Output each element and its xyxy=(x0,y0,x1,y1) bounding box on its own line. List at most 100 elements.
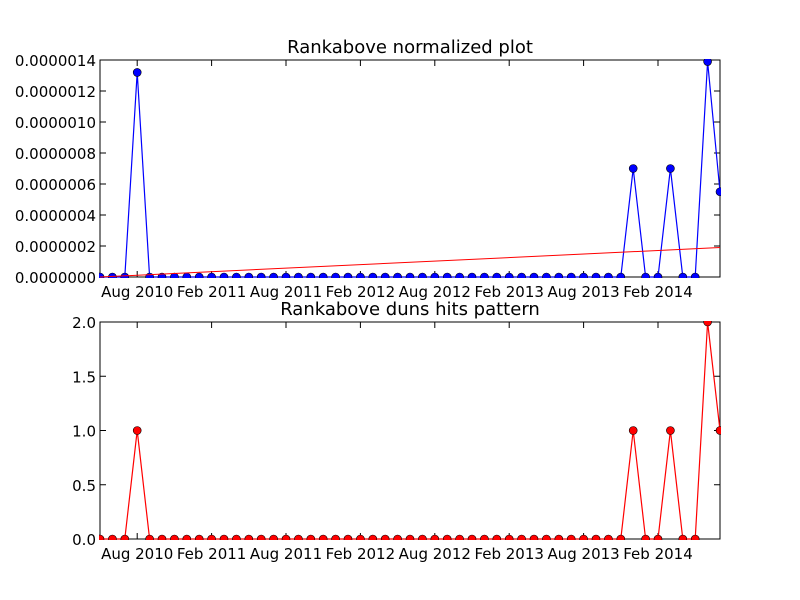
data-point xyxy=(566,534,576,540)
data-point xyxy=(492,534,502,540)
data-point xyxy=(120,272,130,278)
plot-frame xyxy=(99,321,721,540)
data-point xyxy=(554,272,564,278)
data-point xyxy=(368,534,378,540)
data-point xyxy=(579,534,588,540)
trend-line xyxy=(99,247,721,278)
data-point xyxy=(690,534,700,540)
data-point xyxy=(591,534,601,540)
data-point xyxy=(641,272,650,278)
x-tick-label: Feb 2014 xyxy=(623,283,693,301)
x-tick-label: Aug 2012 xyxy=(399,283,471,301)
data-point xyxy=(418,534,427,540)
data-point xyxy=(690,272,700,278)
data-point xyxy=(269,534,278,540)
data-point xyxy=(455,272,464,278)
bottom-chart-title: Rankabove duns hits pattern xyxy=(280,299,540,320)
y-tick-label: 0.0000000 xyxy=(15,269,96,287)
data-point xyxy=(604,534,613,540)
data-point xyxy=(492,272,502,278)
data-point xyxy=(666,164,675,173)
data-point xyxy=(108,534,117,540)
data-point xyxy=(232,272,241,278)
data-point xyxy=(294,272,303,278)
data-point xyxy=(430,272,440,278)
x-tick-label: Feb 2013 xyxy=(474,545,544,563)
data-point xyxy=(269,272,278,278)
y-tick-label: 0.5 xyxy=(72,477,96,495)
data-point xyxy=(678,534,688,540)
data-point xyxy=(628,426,638,435)
data-point xyxy=(504,534,514,540)
y-tick-label: 1.5 xyxy=(72,368,96,386)
data-point xyxy=(480,534,489,540)
y-tick-label: 0.0000012 xyxy=(15,83,96,101)
y-tick-label: 0.0000006 xyxy=(15,176,96,194)
top-chart: 0.0000000 0.0000002 0.0000004 0.0000006 0.00… xyxy=(15,52,721,301)
data-point xyxy=(529,534,539,540)
data-point xyxy=(281,272,291,278)
y-tick-label: 0.0000010 xyxy=(15,114,96,132)
data-point xyxy=(132,68,142,77)
data-point xyxy=(616,272,626,278)
data-point xyxy=(244,272,254,278)
data-point xyxy=(145,534,154,540)
data-point xyxy=(678,272,688,278)
data-point xyxy=(306,272,316,278)
data-point xyxy=(517,534,526,540)
data-point xyxy=(641,534,650,540)
data-point xyxy=(318,534,328,540)
y-tick-label: 0.0000002 xyxy=(15,238,96,256)
data-point xyxy=(170,272,179,278)
plot-area xyxy=(99,59,721,278)
data-point xyxy=(579,272,588,278)
data-point xyxy=(232,534,241,540)
data-point xyxy=(318,272,328,278)
data-point xyxy=(529,272,539,278)
data-point xyxy=(244,534,254,540)
data-point xyxy=(393,272,402,278)
data-point xyxy=(542,534,551,540)
data-point xyxy=(405,272,415,278)
y-tick-label: 0.0000008 xyxy=(15,145,96,163)
data-point xyxy=(715,426,721,435)
data-point xyxy=(182,534,192,540)
data-point xyxy=(99,534,105,540)
data-point xyxy=(653,534,663,540)
data-point xyxy=(256,534,266,540)
data-point xyxy=(418,272,427,278)
data-point xyxy=(157,534,167,540)
data-point xyxy=(219,272,229,278)
data-point xyxy=(604,272,613,278)
data-point xyxy=(703,321,712,327)
data-point xyxy=(554,534,564,540)
data-point xyxy=(207,272,216,278)
x-tick-label: Aug 2013 xyxy=(547,283,619,301)
data-point xyxy=(405,534,415,540)
data-point xyxy=(194,272,204,278)
data-point xyxy=(120,534,130,540)
y-tick-label: 1.0 xyxy=(72,423,96,441)
x-tick-label: Aug 2010 xyxy=(101,545,173,563)
series-line xyxy=(100,321,721,540)
data-point xyxy=(628,164,638,173)
data-point xyxy=(380,272,390,278)
data-point xyxy=(666,426,675,435)
data-point xyxy=(356,272,365,278)
y-tick-label: 0.0000014 xyxy=(15,52,96,70)
data-point xyxy=(281,534,291,540)
y-tick-label: 0.0000004 xyxy=(15,207,96,225)
data-point xyxy=(182,272,192,278)
data-point xyxy=(480,272,489,278)
x-tick-label: Aug 2010 xyxy=(101,283,173,301)
x-tick-label: Feb 2012 xyxy=(326,283,396,301)
data-point xyxy=(331,534,340,540)
data-point xyxy=(715,187,721,197)
x-tick-label: Aug 2012 xyxy=(399,545,471,563)
data-point xyxy=(517,272,526,278)
data-point xyxy=(343,272,353,278)
data-point xyxy=(294,534,303,540)
data-point xyxy=(356,534,365,540)
data-point xyxy=(331,272,340,278)
